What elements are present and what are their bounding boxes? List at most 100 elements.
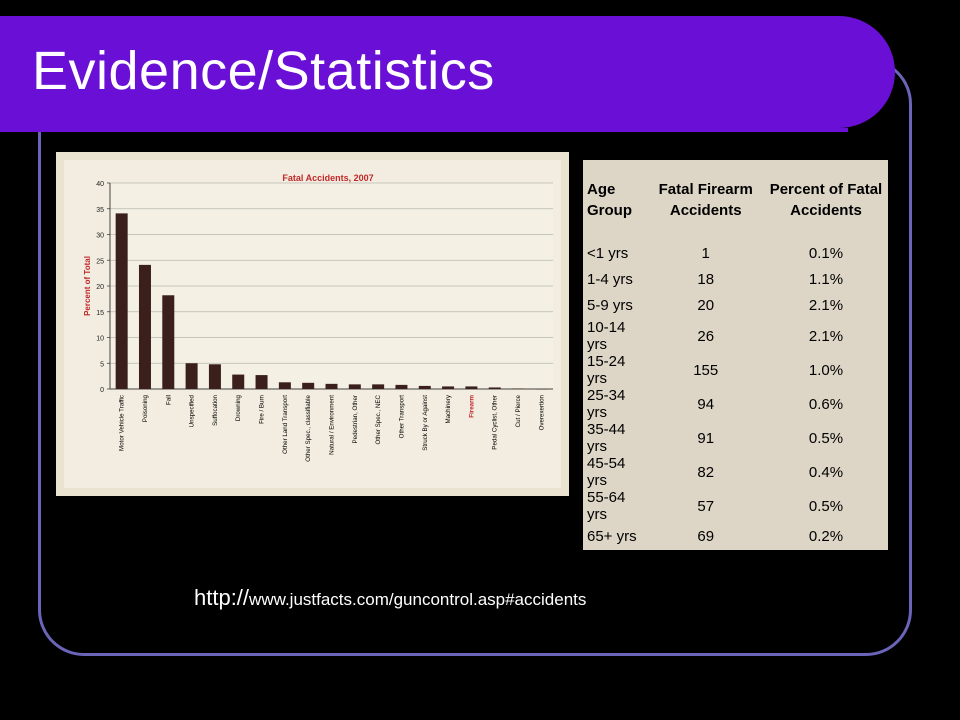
table-header-row: Age Group Fatal Firearm Accidents Percen… [583,160,888,240]
bar [255,375,268,389]
cell-percent-of-fatal-accidents: 0.5% [808,497,844,515]
bar [395,384,408,389]
column-header-fatal-firearm-accidents: Fatal Firearm Accidents [658,181,753,219]
x-tick-label: Suffocation [212,394,219,425]
bar [535,389,548,390]
bar [208,364,221,389]
x-tick-label: Unspecified [189,394,196,427]
bar [138,264,151,389]
cell-fatal-firearm-accidents: 94 [697,395,715,413]
y-tick-label: 25 [96,258,104,265]
x-tick-label: Fall [165,395,172,405]
x-tick-label: Machinery [445,394,452,423]
cell-fatal-firearm-accidents: 69 [697,527,715,545]
bar [278,382,291,389]
bar [185,363,198,389]
title-band-underline [0,128,848,132]
cell-age-group: 5-9 yrs [587,297,633,315]
cell-age-group: 10-14 yrs [587,319,626,354]
chart-panel: 0 5 10 15 20 25 30 35 40 Fatal Accidents, 2007 Per… [56,152,569,496]
source-url[interactable]: http://www.justfacts.com/guncontrol.asp#… [194,585,586,611]
x-tick-label: Cut / Pierce [515,394,522,427]
cell-fatal-firearm-accidents: 18 [697,271,715,289]
x-tick-label: Natural / Environment [329,395,336,455]
cell-percent-of-fatal-accidents: 1.1% [808,271,844,289]
cell-age-group: 45-54 yrs [587,455,626,490]
y-tick-label: 20 [96,284,104,291]
cell-fatal-firearm-accidents: 155 [693,361,719,379]
bar [348,384,361,389]
bar [162,295,175,389]
table-row: 65+ yrs 69 0.2% [583,523,888,549]
x-tick-label: Poisoning [142,394,149,422]
cell-age-group: 15-24 yrs [587,353,626,388]
y-tick-label: 15 [96,310,104,317]
table-row: 55-64 yrs 57 0.5% [583,489,888,523]
cell-age-group: 25-34 yrs [587,387,626,422]
bar-chart: 0 5 10 15 20 25 30 35 40 Fatal Accidents, 2007 Per… [83,173,553,462]
cell-percent-of-fatal-accidents: 2.1% [808,327,844,345]
cell-age-group: 55-64 yrs [587,489,626,524]
x-tick-label: Other Spec., classifiable [305,394,312,461]
cell-fatal-firearm-accidents: 1 [701,244,710,262]
bar [465,386,478,389]
table-row: 5-9 yrs 20 2.1% [583,293,888,319]
x-tick-label: Struck By or Against [422,395,429,451]
y-tick-label: 35 [96,207,104,214]
bar [512,388,525,389]
table-row: 10-14 yrs 26 2.1% [583,319,888,353]
cell-fatal-firearm-accidents: 26 [697,327,715,345]
title-band [0,16,895,128]
bar [488,387,501,389]
x-tick-label: Motor Vehicle Traffic [119,395,126,451]
cell-percent-of-fatal-accidents: 1.0% [808,361,844,379]
cell-percent-of-fatal-accidents: 0.6% [808,395,844,413]
table-row: 1-4 yrs 18 1.1% [583,266,888,292]
bar [442,386,455,389]
column-header-age-group: Age Group [587,181,632,219]
x-tick-label: Other Land Transport [282,395,289,454]
cell-percent-of-fatal-accidents: 2.1% [808,297,844,315]
chart-area: 0 5 10 15 20 25 30 35 40 Fatal Accidents, 2007 Per… [64,160,561,488]
x-tick-label: Firearm [468,395,475,418]
y-tick-label: 5 [100,361,104,368]
x-tick-label: Other Spec., NEC [375,394,382,444]
x-tick-label: Pedal Cyclist, Other [492,395,499,450]
cell-age-group: 65+ yrs [587,527,637,545]
cell-age-group: 1-4 yrs [587,271,633,289]
bar [418,385,431,389]
firearm-accidents-table: Age Group Fatal Firearm Accidents Percen… [583,160,888,550]
column-header-percent-of-fatal-accidents: Percent of Fatal Accidents [769,181,883,219]
cell-percent-of-fatal-accidents: 0.4% [808,463,844,481]
cell-percent-of-fatal-accidents: 0.1% [808,244,844,262]
x-tick-label: Fire / Burn [259,394,266,423]
cell-fatal-firearm-accidents: 57 [697,497,715,515]
y-tick-label: 10 [96,336,104,343]
cell-age-group: 35-44 yrs [587,421,626,456]
cell-fatal-firearm-accidents: 20 [697,297,715,315]
y-tick-label: 30 [96,233,104,240]
x-tick-label: Pedestrian, Other [352,395,359,444]
bar [372,384,385,389]
cell-percent-of-fatal-accidents: 0.2% [808,527,844,545]
x-tick-label: Overexertion [538,394,545,430]
table-body: <1 yrs 1 0.1% 1-4 yrs 18 1.1% 5-9 yrs 20 2.1% 10-… [583,240,888,550]
y-axis-label: Percent of Total [83,256,92,316]
bar [302,382,315,389]
table-row: 35-44 yrs 91 0.5% [583,421,888,455]
bar [115,213,128,389]
cell-fatal-firearm-accidents: 91 [697,429,715,447]
table-row: 15-24 yrs 155 1.0% [583,353,888,387]
bar [325,383,338,389]
cell-percent-of-fatal-accidents: 0.5% [808,429,844,447]
table-row: <1 yrs 1 0.1% [583,240,888,266]
source-url-path[interactable]: www.justfacts.com/guncontrol.asp#acciden… [249,590,587,609]
x-tick-label: Other Transport [398,395,405,439]
y-tick-label: 40 [96,181,104,188]
source-url-prefix[interactable]: http:// [194,585,250,610]
slide-title: Evidence/Statistics [32,41,495,101]
table-row: 45-54 yrs 82 0.4% [583,455,888,489]
cell-fatal-firearm-accidents: 82 [697,463,715,481]
table-row: 25-34 yrs 94 0.6% [583,387,888,421]
chart-title: Fatal Accidents, 2007 [282,173,373,183]
